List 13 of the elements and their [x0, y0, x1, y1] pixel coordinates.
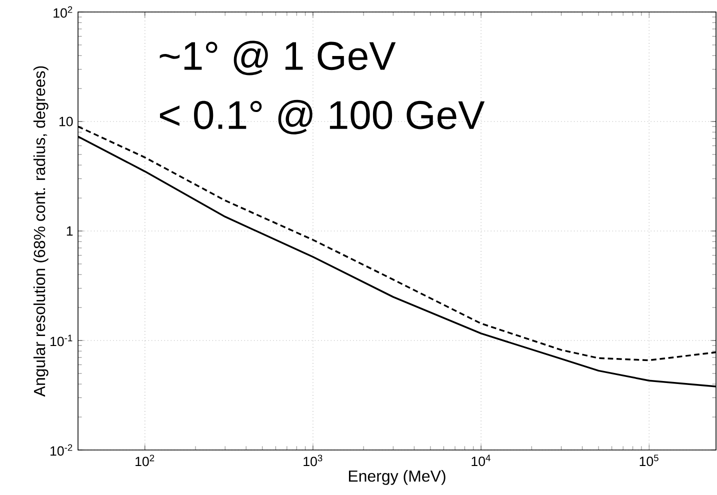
y-axis-title: Angular resolution (68% cont. radius, degrees): [33, 66, 48, 397]
x-tick-label: 10$^{2}$: [136, 454, 154, 466]
x-tick-label: 10$^{5}$: [640, 454, 658, 466]
y-tick-label: 10$^{-1}$: [50, 334, 72, 346]
y-tick-label: 1: [66, 226, 73, 236]
annotation: < 0.1° @ 100 GeV: [160, 100, 485, 134]
x-tick-label: 10$^{3}$: [304, 454, 322, 466]
y-tick-label: 10$^{-2}$: [50, 444, 72, 456]
x-tick-label: 10$^{4}$: [472, 454, 490, 466]
y-tick-label: 10: [59, 116, 73, 126]
y-tick-label: 10$^{2}$: [54, 6, 72, 18]
annotation: ~1° @ 1 GeV: [160, 40, 396, 76]
x-axis-title: Energy (MeV): [348, 470, 446, 485]
